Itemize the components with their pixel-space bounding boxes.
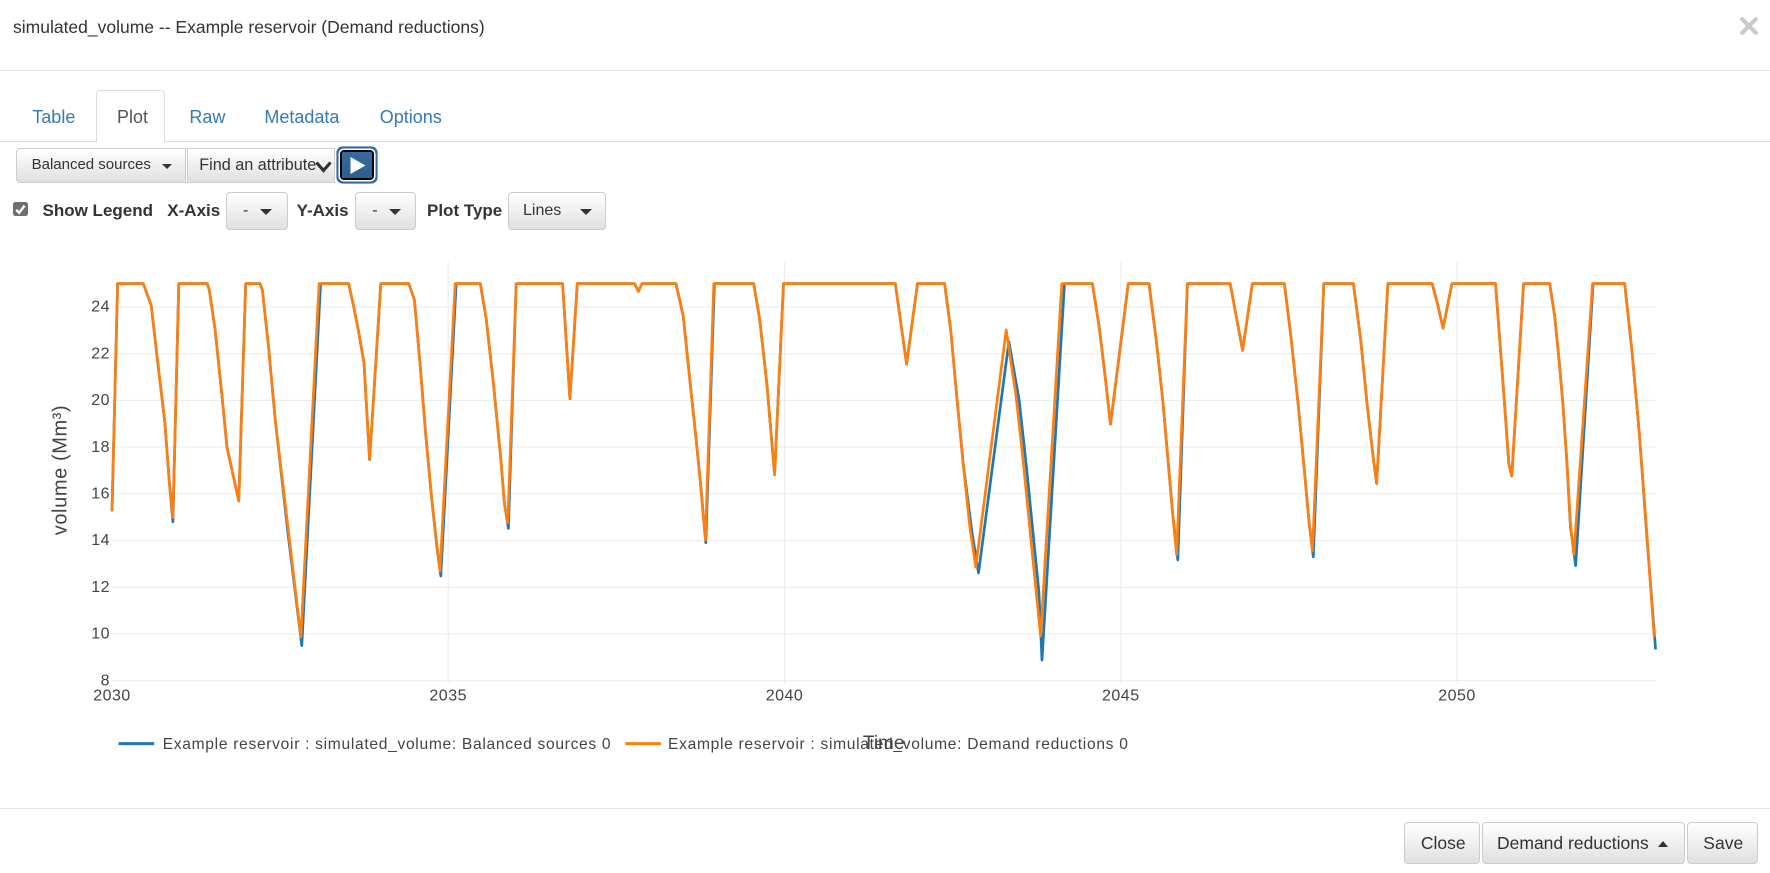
svg-text:Example reservoir : simulated_: Example reservoir : simulated_volume: Ba… <box>163 736 612 753</box>
svg-text:2030: 2030 <box>93 687 131 704</box>
svg-text:10: 10 <box>91 626 110 643</box>
svg-text:Example reservoir : simulated_: Example reservoir : simulated_volume: De… <box>668 736 1129 753</box>
svg-text:volume (Mm³): volume (Mm³) <box>50 405 72 536</box>
svg-text:14: 14 <box>91 532 110 549</box>
svg-text:Time: Time <box>863 733 905 754</box>
svg-text:24: 24 <box>91 299 110 316</box>
svg-text:22: 22 <box>91 345 110 362</box>
svg-text:20: 20 <box>91 392 110 409</box>
svg-text:2035: 2035 <box>429 687 467 704</box>
svg-text:18: 18 <box>91 439 110 456</box>
svg-text:2045: 2045 <box>1102 687 1140 704</box>
svg-text:2050: 2050 <box>1438 687 1476 704</box>
svg-text:12: 12 <box>91 579 110 596</box>
svg-text:8: 8 <box>101 672 110 689</box>
svg-text:2040: 2040 <box>766 687 804 704</box>
svg-text:16: 16 <box>91 486 110 503</box>
